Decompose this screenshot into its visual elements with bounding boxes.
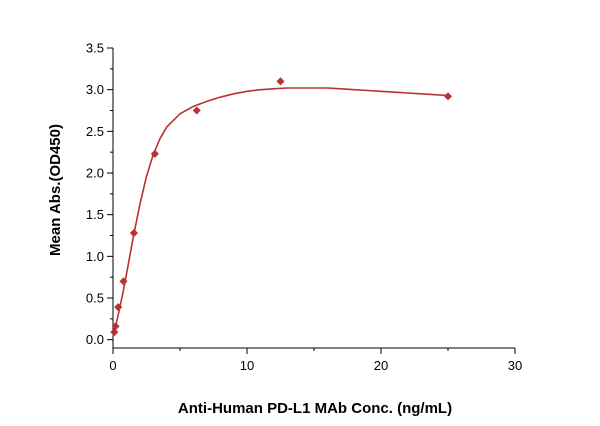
x-tick-label: 10 xyxy=(240,358,254,373)
data-point xyxy=(192,106,201,115)
data-point xyxy=(119,277,128,286)
y-tick-label: 3.5 xyxy=(86,41,104,56)
axes xyxy=(112,48,515,349)
y-tick-label: 2.5 xyxy=(86,124,104,139)
fit-curve-group xyxy=(112,87,449,337)
x-tick-label: 0 xyxy=(109,358,116,373)
data-point xyxy=(443,92,453,101)
fit-curve xyxy=(112,87,449,337)
y-tick-label: 1.5 xyxy=(86,207,104,222)
x-axis-title: Anti-Human PD-L1 MAb Conc. (ng/mL) xyxy=(178,400,452,417)
x-tick-label: 20 xyxy=(374,358,388,373)
y-tick-label: 2.0 xyxy=(86,166,104,181)
y-tick-label: 0.5 xyxy=(86,291,104,306)
data-point xyxy=(276,77,285,86)
y-tick-label: 0.0 xyxy=(86,332,104,347)
data-point xyxy=(114,303,123,312)
data-point xyxy=(129,228,139,238)
y-axis-title: Mean Abs.(OD450) xyxy=(47,124,64,256)
y-tick-label: 1.0 xyxy=(86,249,104,264)
data-points xyxy=(110,77,453,337)
ticks: 0.0 0.5 1.0 1.5 2.0 2.5 3.0 3.5 0 10 20 30 xyxy=(86,41,522,374)
data-point xyxy=(150,149,160,158)
x-tick-label: 30 xyxy=(508,358,522,373)
data-point xyxy=(111,322,120,331)
data-point xyxy=(110,328,119,337)
y-tick-label: 3.0 xyxy=(86,82,104,97)
